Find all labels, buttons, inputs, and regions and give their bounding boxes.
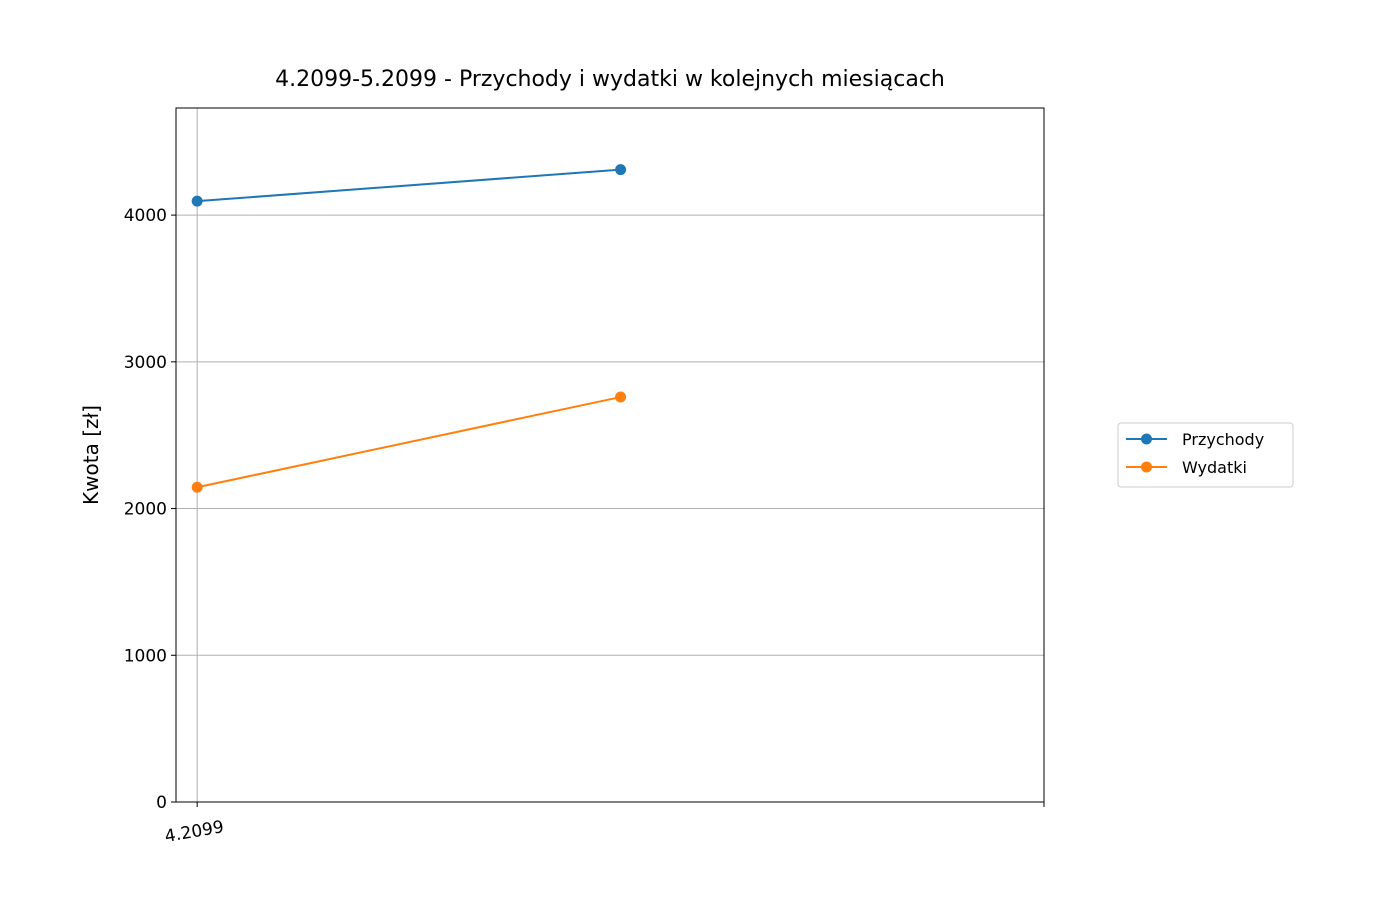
- series-layer: [191, 164, 627, 493]
- data-point-przychody: [615, 164, 627, 176]
- y-axis: 0 1000 2000 3000 4000: [124, 206, 176, 813]
- series-line-wydatki: [196, 396, 621, 489]
- x-axis: 4.2099: [163, 802, 1045, 847]
- y-tick-label: 2000: [124, 500, 167, 520]
- plot-area: [175, 107, 1045, 803]
- series-line-przychody: [197, 168, 621, 203]
- chart-title: 4.2099-5.2099 - Przychody i wydatki w ko…: [275, 67, 945, 92]
- x-tick-label: 4.2099: [163, 817, 225, 847]
- y-axis-label: Kwota [zł]: [79, 405, 103, 505]
- data-point-wydatki: [615, 391, 627, 403]
- y-tick-label: 0: [156, 793, 167, 813]
- data-point-wydatki: [191, 481, 203, 493]
- legend-marker-wydatki: [1141, 461, 1152, 473]
- y-tick-label: 1000: [124, 646, 167, 666]
- data-point-przychody: [191, 195, 203, 207]
- y-tick-label: 3000: [124, 353, 167, 373]
- legend: Przychody Wydatki: [1117, 422, 1294, 488]
- legend-label-wydatki: Wydatki: [1182, 458, 1247, 477]
- grid-lines: [176, 108, 1044, 803]
- y-tick-label: 4000: [124, 206, 167, 226]
- legend-label-przychody: Przychody: [1182, 430, 1264, 449]
- legend-marker-przychody: [1141, 433, 1152, 445]
